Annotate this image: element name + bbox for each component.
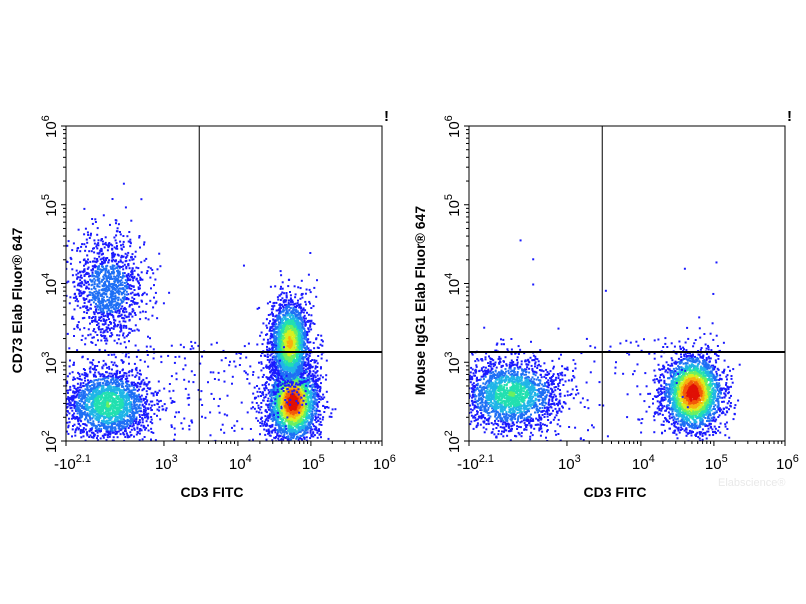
corner-mark: ! (787, 108, 792, 125)
y-tick-label: 102 (443, 430, 463, 453)
x-tick-label: 104 (632, 453, 655, 473)
x-tick-label: 104 (229, 453, 252, 473)
x-tick-label: 103 (558, 453, 581, 473)
x-tick-label: -102.1 (457, 453, 494, 473)
sparse-events (519, 239, 718, 441)
event-dots (469, 239, 741, 441)
sparse-events (83, 182, 312, 441)
population-0 (469, 326, 593, 441)
x-axis-label: CD3 FITC (181, 484, 244, 500)
corner-mark: ! (384, 108, 389, 125)
x-tick-label: -102.1 (54, 453, 91, 473)
x-tick-label: 106 (373, 453, 396, 473)
population-1 (66, 198, 182, 367)
y-tick-label: 104 (443, 273, 463, 296)
y-axis-label: Mouse IgG1 Elab Fluor® 647 (412, 206, 428, 395)
y-axis-label: CD73 Elab Fluor® 647 (9, 227, 25, 373)
y-tick-label: 104 (40, 273, 60, 296)
x-tick-label: 106 (776, 453, 799, 473)
population-1 (636, 316, 741, 441)
x-axis-label: CD3 FITC (584, 484, 647, 500)
x-tick-label: 105 (705, 453, 728, 473)
y-tick-label: 106 (40, 115, 60, 138)
y-tick-label: 102 (40, 430, 60, 453)
watermark: Elabscience® (718, 477, 785, 489)
plot-panel-isotype: -102.1 103 104 105 106 102 103 104 105 106 CD3 FIT… (412, 108, 799, 500)
y-tick-label: 106 (443, 115, 463, 138)
event-dots (66, 182, 337, 441)
y-tick-label: 103 (443, 351, 463, 374)
population-0 (66, 327, 180, 441)
y-tick-label: 105 (443, 194, 463, 217)
y-tick-label: 103 (40, 351, 60, 374)
y-tick-label: 105 (40, 194, 60, 217)
population-2 (245, 330, 337, 441)
x-tick-label: 103 (155, 453, 178, 473)
plot-panel-cd73: -102.1 103 104 105 106 102 103 104 105 106 CD3 FIT… (9, 108, 396, 500)
x-tick-label: 105 (302, 453, 325, 473)
